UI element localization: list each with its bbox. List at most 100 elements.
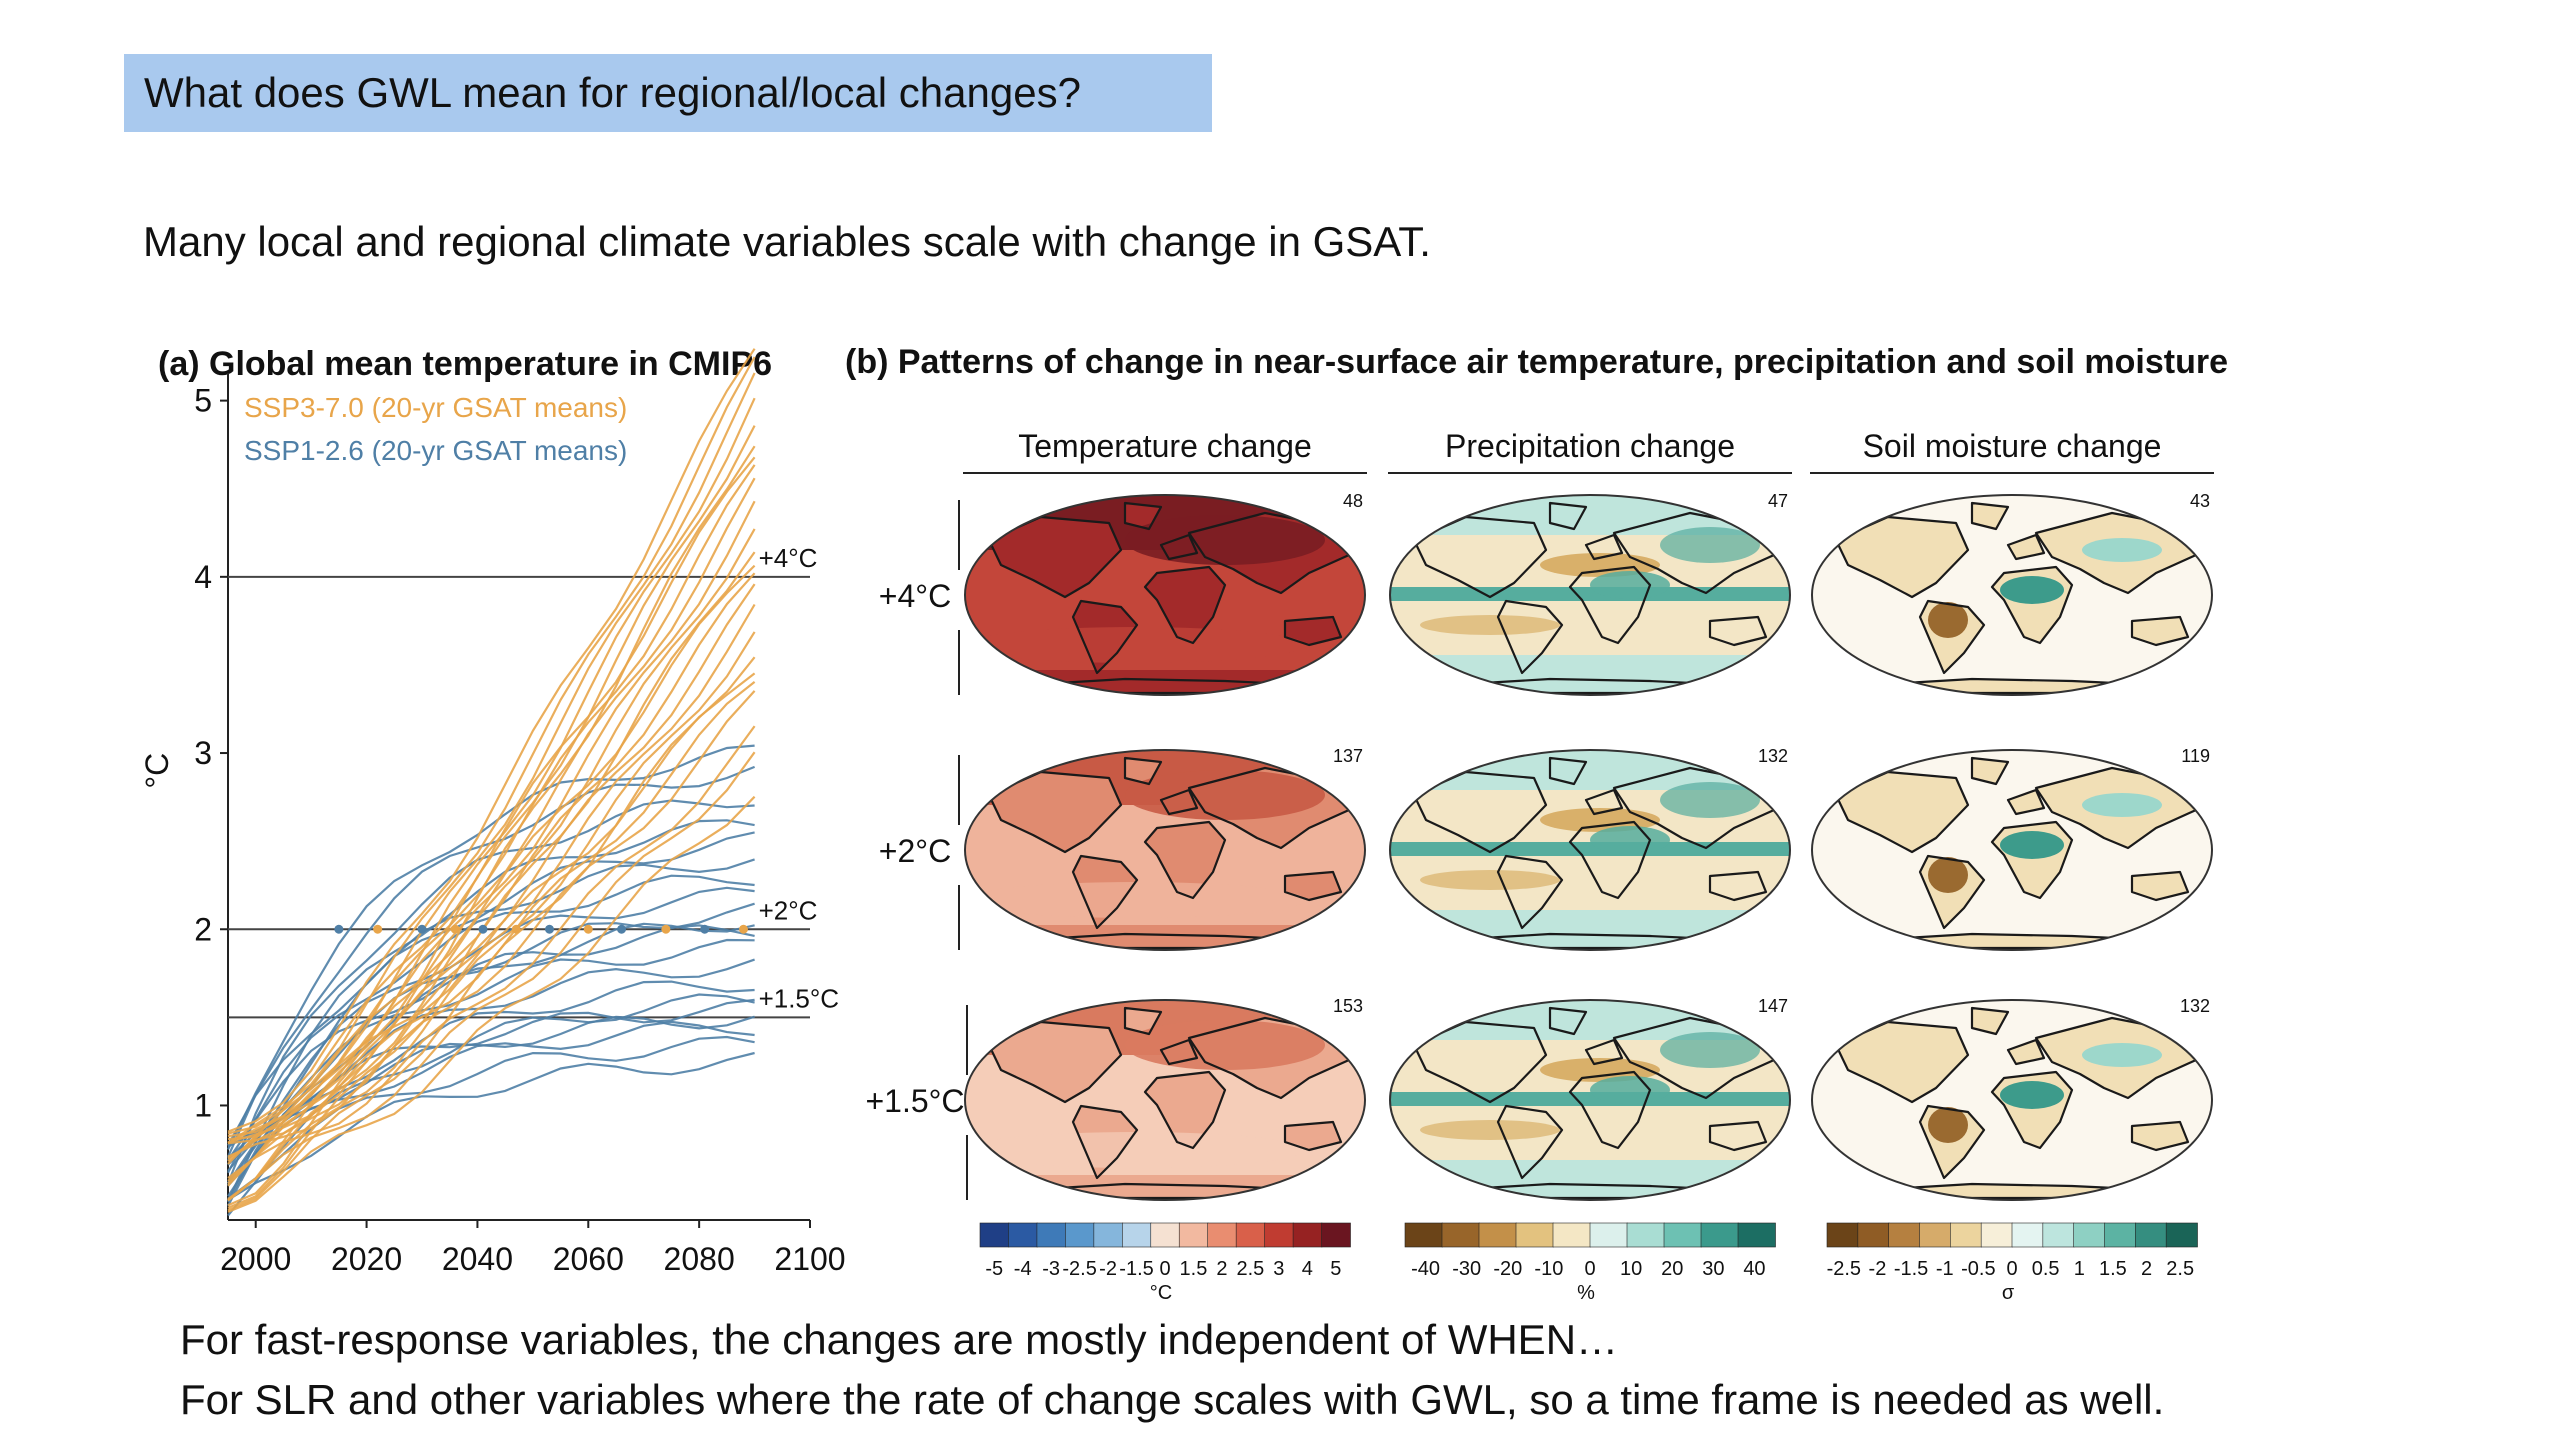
- gwl-crossing-marker: [544, 924, 554, 934]
- ssp370-line: [227, 631, 756, 1202]
- colorbar-swatch: [1008, 1222, 1038, 1248]
- bottom-notes: For fast-response variables, the changes…: [180, 1310, 2164, 1430]
- ssp370-line: [227, 551, 756, 1209]
- colorbar-swatch: [1919, 1222, 1952, 1248]
- colorbar-swatch: [1980, 1222, 2013, 1248]
- map-temp4: [965, 495, 1365, 695]
- colorbar-tick-label: -30: [1452, 1258, 1481, 1280]
- map-model-count: 48: [1343, 491, 1363, 511]
- map-model-count: 153: [1333, 996, 1363, 1016]
- map-dry-zone: [1928, 857, 1968, 893]
- legend-ssp370: SSP3-7.0 (20-yr GSAT means): [244, 392, 627, 423]
- x-tick-label: 2040: [442, 1241, 513, 1277]
- colorbar-tick-label: -5: [985, 1258, 1003, 1280]
- map-hotspot: [1125, 515, 1325, 565]
- ssp370-line: [227, 528, 756, 1202]
- gwl-crossing-marker: [700, 924, 710, 934]
- map-wet-zone: [1660, 527, 1760, 563]
- map-outline: [964, 999, 1366, 1201]
- map-coastlines: [1408, 756, 1776, 950]
- ssp370-line: [227, 656, 756, 1212]
- row-label: +4°C: [879, 578, 951, 614]
- map-model-count: 147: [1758, 996, 1788, 1016]
- colorbar-tick-label: -1.5: [1119, 1258, 1153, 1280]
- colorbar-swatch: [1857, 1222, 1890, 1248]
- heading-banner: What does GWL mean for regional/local ch…: [124, 54, 1212, 132]
- colorbar-tick-label: -0.5: [1961, 1258, 1995, 1280]
- gwl-crossing-marker: [511, 924, 521, 934]
- map-model-count: 47: [1768, 491, 1788, 511]
- gwl-crossing-marker: [450, 924, 460, 934]
- colorbar-swatch: [1321, 1222, 1351, 1248]
- colorbar-swatch: [1626, 1222, 1665, 1248]
- gwl-crossing-marker: [617, 924, 627, 934]
- gwl-crossing-marker: [334, 924, 344, 934]
- map-outline: [964, 494, 1366, 696]
- map-soil: [1812, 1000, 2212, 1200]
- map-wet-zone: [2082, 1043, 2162, 1067]
- ssp370-line: [227, 477, 756, 1163]
- colorbar-tick-label: 4: [1302, 1258, 1313, 1280]
- map-wet-zone: [1590, 1076, 1670, 1104]
- colorbar-tick-label: -1: [1936, 1258, 1954, 1280]
- map-wet-zone: [1590, 826, 1670, 854]
- colorbar-tick-label: -40: [1411, 1258, 1440, 1280]
- colorbar-swatch: [1552, 1222, 1591, 1248]
- colorbar-swatch: [1700, 1222, 1739, 1248]
- map-precip: [1390, 1000, 1790, 1200]
- colorbar-tick-label: -3: [1042, 1258, 1060, 1280]
- colorbar-tick-label: 1: [2074, 1258, 2085, 1280]
- colorbar-swatch: [1441, 1222, 1480, 1248]
- colorbar-tick-label: 2: [1216, 1258, 1227, 1280]
- x-tick-label: 2020: [331, 1241, 402, 1277]
- ssp370-line: [227, 445, 756, 1207]
- intro-text: Many local and regional climate variable…: [143, 218, 1431, 265]
- map-wet-zone: [2000, 1081, 2064, 1109]
- figure-canvas: (a) Global mean temperature in CMIP61234…: [140, 345, 2228, 1304]
- map-soil: [1812, 495, 2212, 695]
- map-wet-zone: [1660, 1032, 1760, 1068]
- x-tick-label: 2000: [220, 1241, 291, 1277]
- colorbar-unit: %: [1577, 1282, 1595, 1304]
- map-temp2: [965, 750, 1365, 950]
- colorbar-tick-label: 5: [1330, 1258, 1341, 1280]
- colorbar-swatch: [2073, 1222, 2106, 1248]
- colorbar-tick-label: 3: [1273, 1258, 1284, 1280]
- ssp370-line: [227, 456, 756, 1135]
- map-coastlines: [983, 756, 1351, 950]
- map-outline: [1811, 999, 2213, 1201]
- ssp126-line: [227, 958, 755, 1172]
- map-outline: [1389, 999, 1791, 1201]
- ssp370-line: [227, 725, 756, 1179]
- colorbar-tick-label: -2: [1099, 1258, 1117, 1280]
- colorbar-tick-label: 0: [1584, 1258, 1595, 1280]
- colorbar-tick-label: 40: [1743, 1258, 1765, 1280]
- map-wet-zone: [1590, 571, 1670, 599]
- map-wet-zone: [2082, 538, 2162, 562]
- colorbar-tick-label: 0: [2006, 1258, 2017, 1280]
- map-precip: [1390, 750, 1790, 950]
- map-coastlines: [983, 501, 1351, 695]
- colorbar-tick-label: -20: [1493, 1258, 1522, 1280]
- ssp126-line: [227, 744, 755, 1150]
- row-label: +2°C: [879, 833, 951, 869]
- map-south-wet: [1390, 910, 1790, 950]
- ssp126-line: [227, 831, 755, 1203]
- bottom-line-1: For fast-response variables, the changes…: [180, 1316, 1619, 1363]
- gwl-crossing-marker: [661, 924, 671, 934]
- colorbar-tick-label: -4: [1014, 1258, 1032, 1280]
- colorbar-swatch: [1065, 1222, 1095, 1248]
- ssp370-line: [227, 564, 756, 1138]
- colorbar-swatch: [979, 1222, 1010, 1248]
- colorbar-tick-label: 30: [1702, 1258, 1724, 1280]
- legend-ssp126: SSP1-2.6 (20-yr GSAT means): [244, 435, 627, 466]
- map-coastlines: [1408, 1006, 1776, 1200]
- ssp370-line: [227, 372, 756, 1165]
- x-tick-label: 2080: [664, 1241, 735, 1277]
- map-hotspot: [1125, 1020, 1325, 1070]
- map-wet-zone: [2000, 576, 2064, 604]
- colorbar-tick-label: -2.5: [1062, 1258, 1096, 1280]
- map-soil: [1812, 750, 2212, 950]
- gwl-crossing-marker: [417, 924, 427, 934]
- colorbar-swatch: [1404, 1222, 1443, 1248]
